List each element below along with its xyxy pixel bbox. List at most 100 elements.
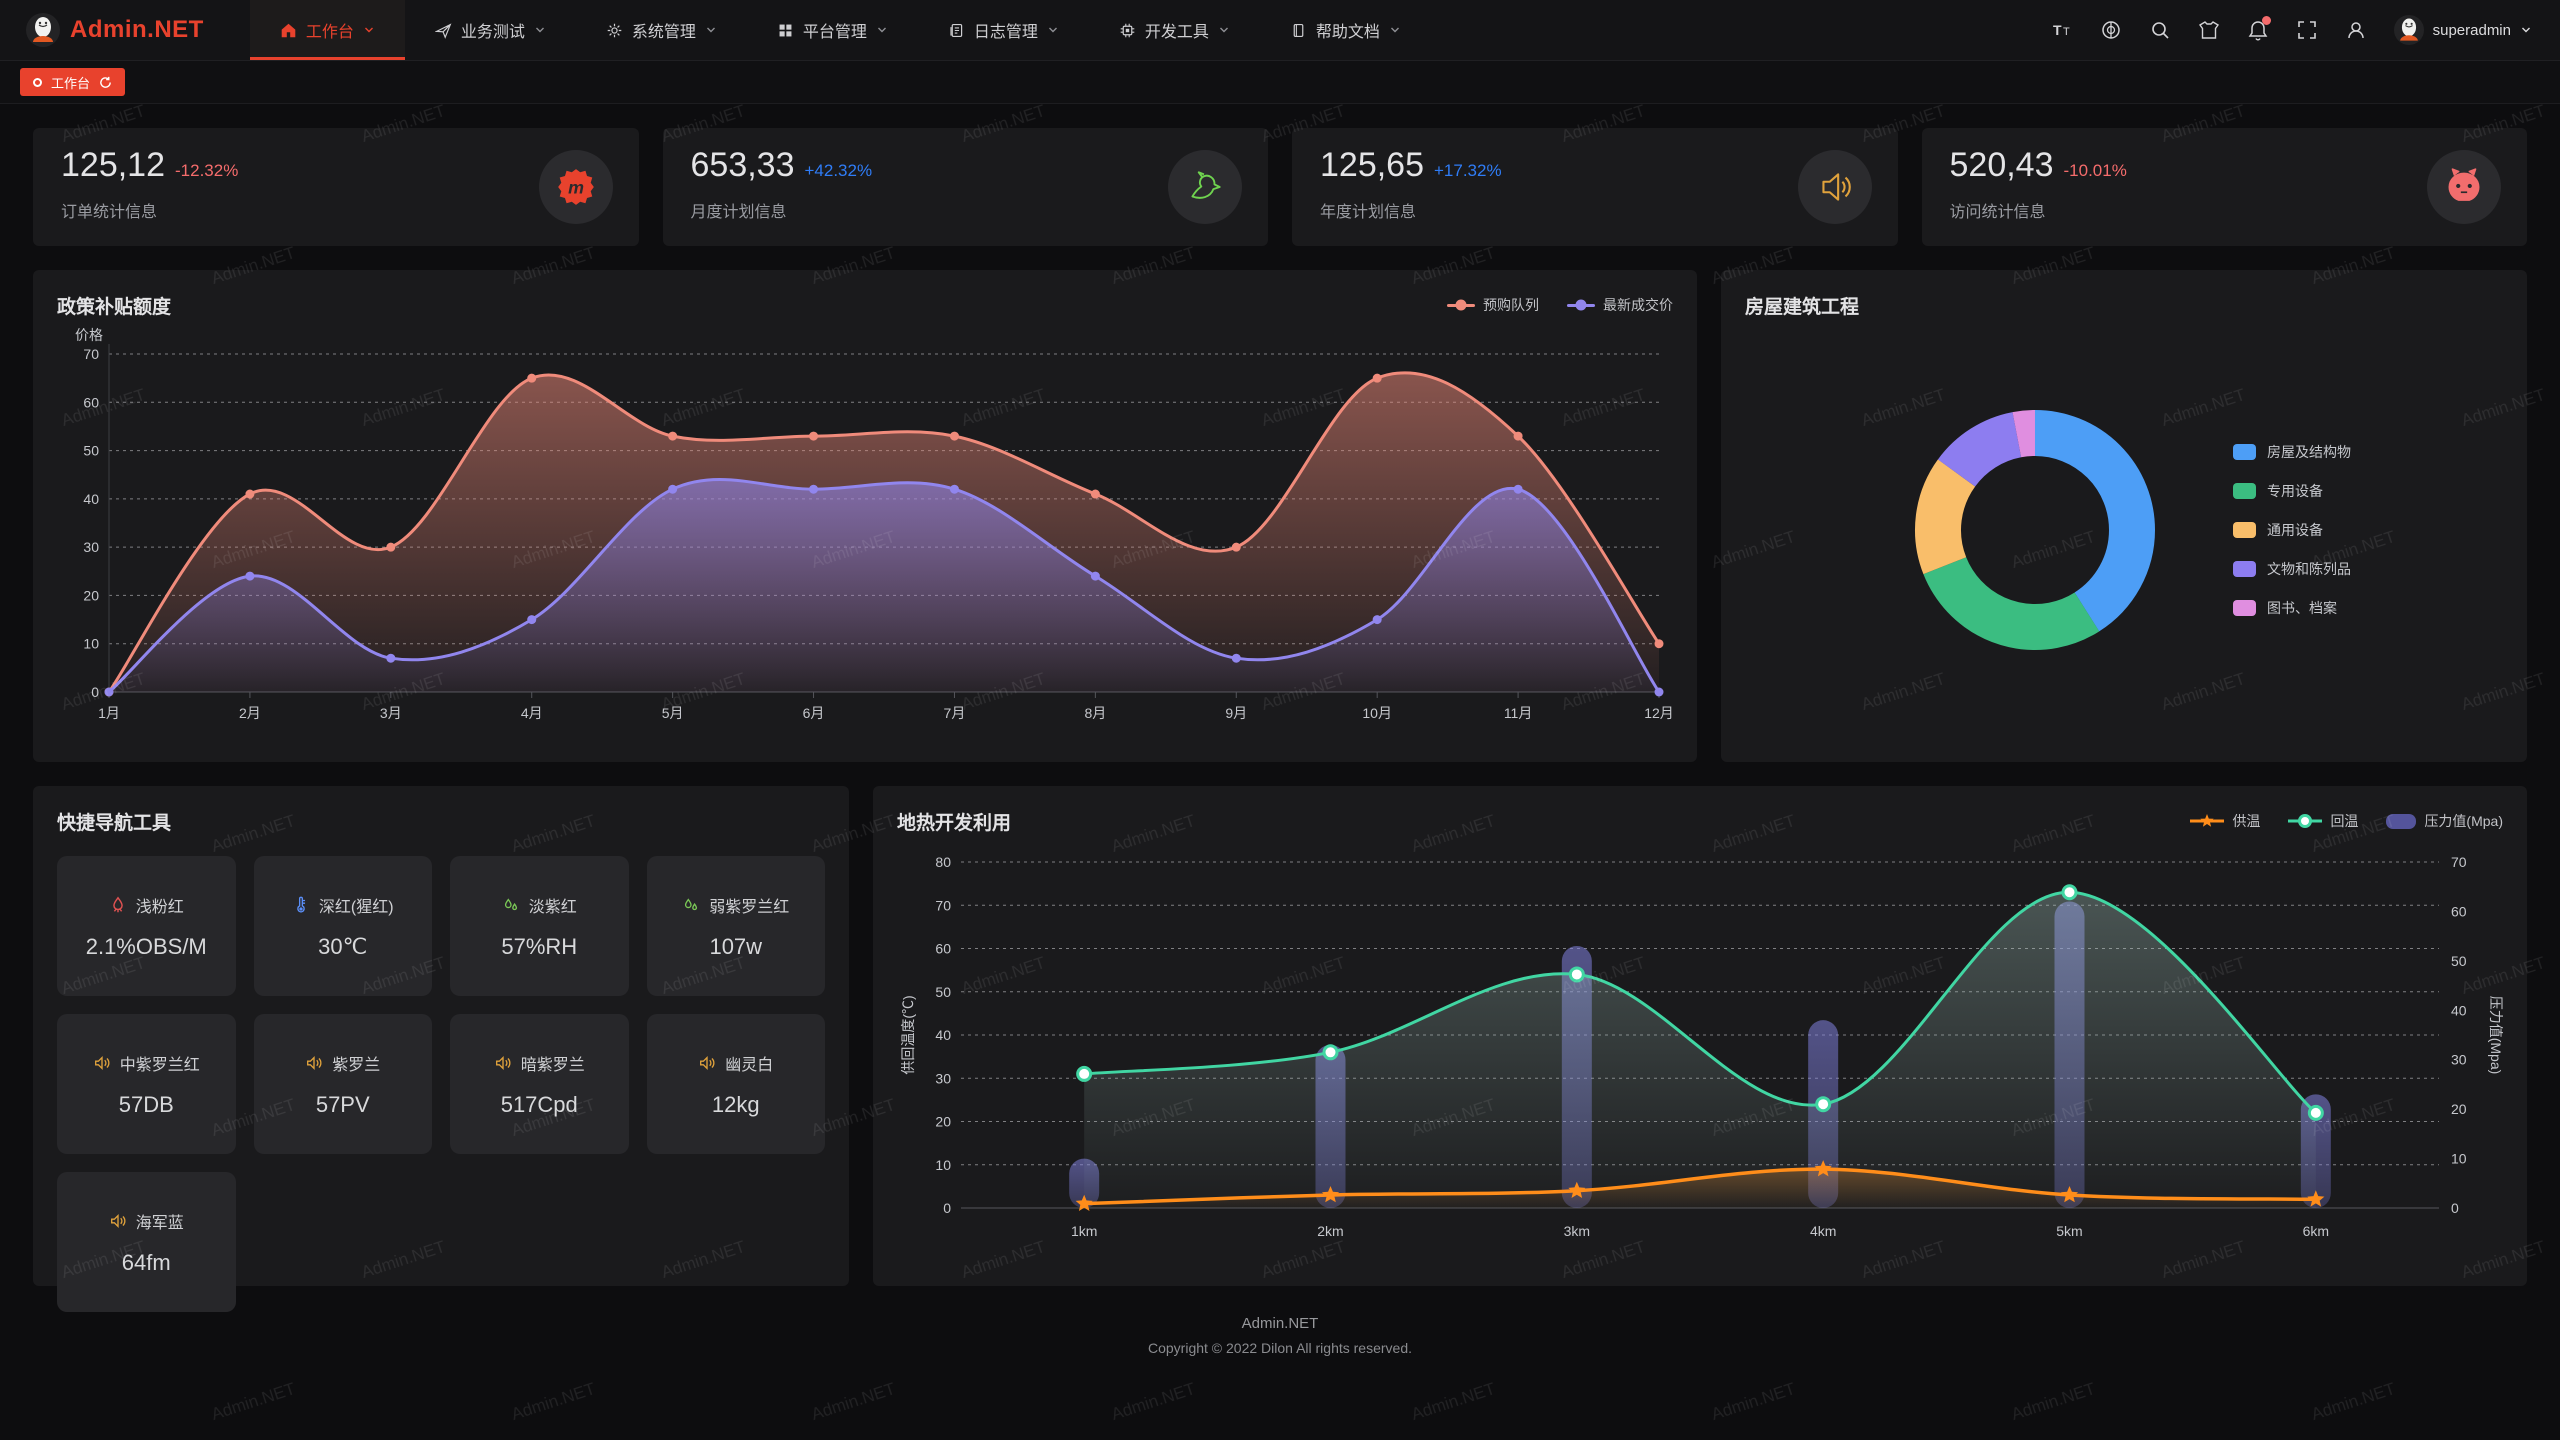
svg-text:20: 20 (935, 1114, 951, 1130)
legend-label: 专用设备 (2267, 483, 2323, 499)
legend-item[interactable]: 文物和陈列品 (2233, 559, 2351, 579)
legend-item[interactable]: 通用设备 (2233, 520, 2351, 540)
user-manage-icon[interactable] (2345, 19, 2367, 41)
legend-item[interactable]: 图书、档案 (2233, 598, 2351, 618)
svg-text:10月: 10月 (1362, 705, 1392, 721)
username: superadmin (2432, 21, 2511, 39)
svg-text:40: 40 (935, 1027, 951, 1043)
quick-nav-label: 弱紫罗兰红 (709, 898, 790, 916)
svg-text:40: 40 (2451, 1002, 2467, 1018)
svg-text:40: 40 (83, 491, 99, 507)
chimney-icon (112, 896, 123, 912)
quick-nav-button[interactable]: 淡紫红 57%RH (450, 856, 629, 996)
menu-item-system-manage[interactable]: 系统管理 (576, 0, 747, 60)
speaker-icon (495, 1055, 511, 1070)
svg-text:10: 10 (2451, 1151, 2467, 1167)
stat-delta: +42.32% (804, 161, 873, 180)
svg-text:6km: 6km (2303, 1223, 2329, 1239)
menu-item-workbench[interactable]: 工作台 (249, 0, 405, 60)
stat-delta: +17.32% (1434, 161, 1502, 180)
svg-text:0: 0 (943, 1200, 951, 1216)
svg-text:30: 30 (935, 1070, 951, 1086)
drop-icon (504, 897, 517, 910)
donut-chart-wrap: 房屋及结构物 专用设备 通用设备 文物和陈列品 图书、档案 (1745, 320, 2503, 740)
legend-label: 房屋及结构物 (2267, 444, 2351, 460)
quick-nav-button[interactable]: 海军蓝 64fm (57, 1172, 236, 1312)
quick-nav-label: 海军蓝 (135, 1214, 184, 1232)
notification-badge (2261, 16, 2271, 25)
quick-nav-button[interactable]: 暗紫罗兰 517Cpd (450, 1014, 629, 1154)
chevron-down-icon (877, 27, 886, 33)
stat-value: 125,65 (1320, 146, 1424, 184)
svg-text:4月: 4月 (521, 705, 543, 721)
chevron-down-icon (1390, 27, 1399, 33)
building-project-chart-card: 房屋建筑工程 房屋及结构物 专用设备 通用设备 文物和陈列品 图书、档案 (1721, 270, 2527, 762)
quick-nav-button[interactable]: 中紫罗兰红 57DB (57, 1014, 236, 1154)
quick-nav-card: 快捷导航工具 浅粉红 2.1%OBS/M 深红(猩红) 30℃ 淡紫红 57%R… (33, 786, 849, 1312)
fullscreen-icon[interactable] (2296, 19, 2318, 41)
quick-nav-button[interactable]: 弱紫罗兰红 107w (646, 856, 825, 996)
svg-text:0: 0 (2451, 1200, 2459, 1216)
legend-label: 回温 (2330, 813, 2359, 829)
quick-nav-button[interactable]: 紫罗兰 57PV (253, 1014, 432, 1154)
legend-item-pressure[interactable]: 压力值(Mpa) (2386, 811, 2503, 831)
tab-label: 工作台 (51, 75, 91, 91)
watermark-text: Admin.NET (2009, 1379, 2098, 1424)
legend-label: 文物和陈列品 (2267, 561, 2351, 577)
octocat-icon (2427, 150, 2501, 224)
tab-workbench[interactable]: 工作台 (20, 68, 126, 96)
legend-item-supply-temp[interactable]: 供温 (2190, 811, 2260, 831)
svg-text:2km: 2km (1317, 1223, 1343, 1239)
chevron-down-icon (1219, 27, 1228, 33)
svg-text:3月: 3月 (380, 705, 402, 721)
stat-label: 访问统计信息 (1949, 204, 2046, 221)
quick-nav-button[interactable]: 幽灵白 12kg (646, 1014, 825, 1154)
charts-row-2: 快捷导航工具 浅粉红 2.1%OBS/M 深红(猩红) 30℃ 淡紫红 57%R… (33, 786, 2527, 1312)
svg-text:1月: 1月 (98, 705, 120, 721)
svg-text:9月: 9月 (1225, 705, 1247, 721)
svg-text:50: 50 (2451, 953, 2467, 969)
legend-item[interactable]: 专用设备 (2233, 481, 2351, 501)
legend-item-return-temp[interactable]: 回温 (2288, 811, 2358, 831)
svg-text:30: 30 (83, 539, 99, 555)
refresh-icon[interactable] (99, 76, 112, 89)
footer-copyright: Copyright © 2022 Dilon All rights reserv… (1148, 1340, 1412, 1356)
menu-item-dev-tools[interactable]: 开发工具 (1089, 0, 1260, 60)
quick-nav-button[interactable]: 深红(猩红) 30℃ (253, 856, 432, 996)
menu-item-help-docs[interactable]: 帮助文档 (1260, 0, 1431, 60)
quick-nav-label: 淡紫红 (528, 898, 577, 916)
theme-icon[interactable] (2198, 19, 2220, 41)
quick-nav-value: 30℃ (318, 933, 368, 959)
language-icon[interactable] (2100, 19, 2122, 41)
stat-value: 653,33 (690, 146, 795, 184)
quick-nav-button[interactable]: 浅粉红 2.1%OBS/M (57, 856, 236, 996)
stat-label: 订单统计信息 (61, 204, 158, 221)
brand-logo[interactable]: Admin.NET (0, 0, 250, 60)
menu-item-business-test[interactable]: 业务测试 (405, 0, 576, 60)
tab-bar: 工作台 (0, 61, 2560, 104)
notifications-icon[interactable] (2247, 16, 2271, 41)
footer-brand: Admin.NET (1241, 1315, 1319, 1332)
menu-item-log-manage[interactable]: 日志管理 (918, 0, 1089, 60)
svg-text:T: T (2063, 26, 2070, 38)
watermark-text: Admin.NET (209, 1379, 298, 1424)
stat-card-yearly-plan: 125,65 +17.32% 年度计划信息 (1292, 128, 1898, 246)
stat-label: 年度计划信息 (1320, 204, 1417, 221)
tab-active-dot (33, 77, 42, 87)
logo-avatar-icon (26, 13, 60, 47)
menu-item-platform-manage[interactable]: 平台管理 (747, 0, 918, 60)
legend-label: 供温 (2232, 813, 2261, 829)
user-menu[interactable]: superadmin (2393, 15, 2532, 45)
geothermal-mixed-chart: 0 10 20 30 40 50 60 70 80 0 10 20 30 40 50 60 70 供回温度(℃) 压… (900, 854, 2503, 1239)
watermark-text: Admin.NET (2309, 1379, 2398, 1424)
search-icon[interactable] (2149, 19, 2171, 41)
legend-item[interactable]: 房屋及结构物 (2233, 442, 2351, 462)
svg-text:60: 60 (2451, 903, 2467, 919)
stat-card-monthly-plan: 653,33 +42.32% 月度计划信息 (662, 128, 1268, 246)
svg-text:供回温度(℃): 供回温度(℃) (900, 995, 916, 1074)
legend-item-preorder[interactable]: 预购队列 (1447, 295, 1539, 315)
thermometer-icon (297, 896, 305, 913)
legend-item-latest-price[interactable]: 最新成交价 (1567, 295, 1673, 315)
speaker-icon (110, 1213, 126, 1228)
